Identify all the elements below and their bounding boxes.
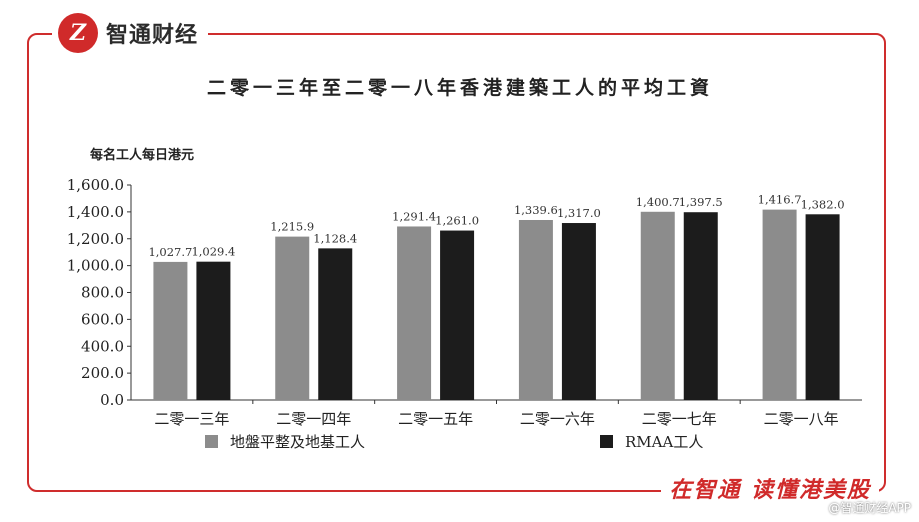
y-tick-label: 800.0 — [81, 284, 124, 302]
legend-swatch-rmaa — [600, 435, 613, 448]
bar-rmaa-5 — [805, 214, 840, 400]
x-tick-label: 二零一八年 — [764, 410, 839, 428]
bar-rmaa-4 — [683, 212, 718, 400]
bar-site-formation-0 — [153, 261, 188, 400]
bar-site-formation-4 — [640, 211, 675, 400]
brand-header: Z 智通财经 — [52, 10, 209, 56]
x-tick-label: 二零一四年 — [276, 410, 351, 428]
legend-label-site-formation: 地盤平整及地基工人 — [230, 433, 365, 451]
data-label: 1,291.4 — [392, 209, 436, 223]
brand-logo-icon: Z — [58, 13, 98, 53]
bar-rmaa-3 — [561, 223, 596, 400]
data-label: 1,400.7 — [636, 195, 680, 209]
x-tick-label: 二零一六年 — [520, 410, 595, 428]
y-tick-label: 0.0 — [100, 391, 124, 409]
y-tick-label: 400.0 — [81, 337, 124, 355]
y-tick-label: 1,000.0 — [67, 257, 124, 275]
chart-title: 二零一三年至二零一八年香港建築工人的平均工資 — [207, 76, 713, 99]
card-frame — [27, 33, 886, 492]
y-tick-label: 600.0 — [81, 310, 124, 328]
data-label: 1,215.9 — [270, 220, 314, 234]
legend-swatch-site-formation — [205, 435, 218, 448]
data-label: 1,261.0 — [435, 214, 479, 228]
slogan: 在智通 读懂港美股 — [661, 472, 879, 504]
bar-site-formation-3 — [518, 219, 553, 400]
legend-label-rmaa: RMAA工人 — [625, 433, 703, 451]
bar-site-formation-1 — [275, 236, 310, 400]
bar-rmaa-2 — [440, 230, 475, 400]
brand-name: 智通财经 — [106, 23, 199, 48]
bar-rmaa-0 — [196, 261, 231, 400]
data-label: 1,029.4 — [191, 245, 235, 259]
data-label: 1,339.6 — [514, 203, 558, 217]
data-label: 1,382.0 — [801, 197, 845, 211]
data-label: 1,027.7 — [148, 245, 192, 259]
y-tick-label: 1,200.0 — [67, 230, 124, 248]
y-tick-label: 1,400.0 — [67, 203, 124, 221]
y-tick-label: 200.0 — [81, 364, 124, 382]
bar-rmaa-1 — [318, 248, 353, 400]
bar-site-formation-5 — [762, 209, 797, 400]
x-tick-label: 二零一五年 — [398, 410, 473, 428]
x-tick-label: 二零一七年 — [642, 410, 717, 428]
data-label: 1,128.4 — [313, 231, 357, 245]
data-label: 1,397.5 — [679, 195, 723, 209]
data-label: 1,416.7 — [758, 193, 802, 207]
data-label: 1,317.0 — [557, 206, 601, 220]
y-tick-label: 1,600.0 — [67, 176, 124, 194]
bar-site-formation-2 — [397, 226, 432, 400]
corner-watermark: @智通财经APP — [828, 501, 911, 515]
y-axis-label: 每名工人每日港元 — [90, 147, 194, 163]
x-tick-label: 二零一三年 — [154, 410, 229, 428]
